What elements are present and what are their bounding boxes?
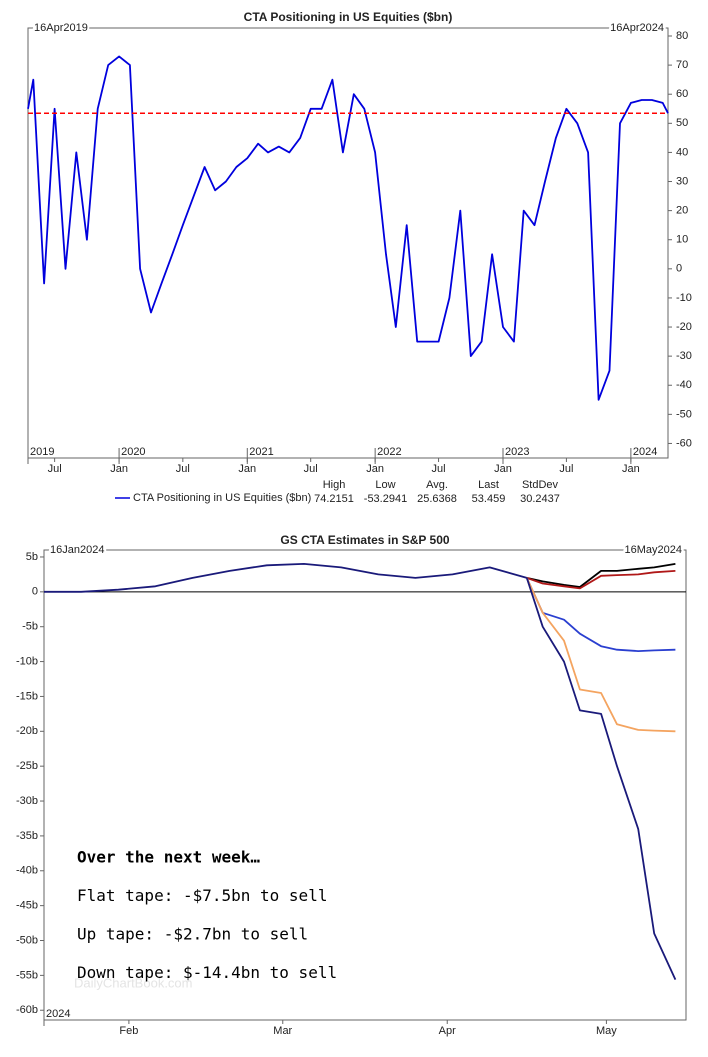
y-tick-label: 60 <box>676 88 688 100</box>
year-label: 2019 <box>30 446 54 458</box>
y-tick-label: 70 <box>676 59 688 71</box>
annotation: Down tape: $-14.4bn to sell <box>77 963 337 982</box>
y-tick-label: -55b <box>16 969 38 981</box>
y-tick-label: -25b <box>16 760 38 772</box>
y-tick-label: 80 <box>676 30 688 42</box>
y-tick-label: -30 <box>676 350 692 362</box>
stat-value: 30.2437 <box>520 493 560 505</box>
y-tick-label: -50b <box>16 934 38 946</box>
year-label: 2021 <box>249 446 273 458</box>
x-tick-label: Feb <box>119 1025 138 1037</box>
end-date-label: 16Apr2024 <box>610 22 664 34</box>
series-line <box>525 577 677 980</box>
y-tick-label: -20 <box>676 321 692 333</box>
y-tick-label: -20b <box>16 725 38 737</box>
year-label: 2020 <box>121 446 145 458</box>
x-tick-label: Jan <box>494 463 512 475</box>
y-tick-label: -40 <box>676 379 692 391</box>
stat-value: -53.2941 <box>364 493 407 505</box>
y-tick-label: 5b <box>26 551 38 563</box>
y-tick-label: -45b <box>16 900 38 912</box>
x-tick-label: Jan <box>110 463 128 475</box>
y-tick-label: -30b <box>16 795 38 807</box>
x-tick-label: Jul <box>559 463 573 475</box>
x-tick-label: Jan <box>622 463 640 475</box>
annotation: Flat tape: -$7.5bn to sell <box>77 886 327 905</box>
y-tick-label: 0 <box>676 263 682 275</box>
y-tick-label: -35b <box>16 830 38 842</box>
y-tick-label: -5b <box>22 621 38 633</box>
year-label: 2024 <box>633 446 657 458</box>
series-line <box>525 577 676 733</box>
plot-frame <box>27 27 669 459</box>
year-label: 2023 <box>505 446 529 458</box>
start-date-label: 16Apr2019 <box>34 22 88 34</box>
chart-title: CTA Positioning in US Equities ($bn) <box>244 10 453 24</box>
y-tick-label: -10b <box>16 655 38 667</box>
x-tick-label: Apr <box>439 1025 456 1037</box>
stat-header: Low <box>375 479 395 491</box>
start-date-label: 16Jan2024 <box>50 544 104 556</box>
end-date-label: 16May2024 <box>625 544 683 556</box>
y-tick-label: 0 <box>32 586 38 598</box>
x-tick-label: Jul <box>176 463 190 475</box>
series-line <box>44 563 528 593</box>
x-tick-label: Mar <box>273 1025 292 1037</box>
stat-header: Last <box>478 479 499 491</box>
annotation: Up tape: -$2.7bn to sell <box>77 925 308 944</box>
y-tick-label: -60 <box>676 437 692 449</box>
x-tick-label: May <box>596 1025 617 1037</box>
y-tick-label: 40 <box>676 146 688 158</box>
y-tick-label: -10 <box>676 292 692 304</box>
y-tick-label: -15b <box>16 690 38 702</box>
stat-header: High <box>323 479 346 491</box>
year-label: 2024 <box>46 1008 70 1020</box>
series-line <box>526 563 676 588</box>
series-line <box>526 570 676 590</box>
year-label: 2022 <box>377 446 401 458</box>
x-tick-label: Jan <box>238 463 256 475</box>
annotation: Over the next week… <box>77 848 260 867</box>
watermark: DailyChartBook.com <box>74 975 193 990</box>
y-tick-label: 50 <box>676 117 688 129</box>
legend-label: CTA Positioning in US Equities ($bn) <box>133 492 311 504</box>
plot-frame <box>43 549 687 1021</box>
x-tick-label: Jul <box>48 463 62 475</box>
chart-title: GS CTA Estimates in S&P 500 <box>280 533 449 547</box>
y-tick-label: -60b <box>16 1004 38 1016</box>
y-tick-label: -50 <box>676 408 692 420</box>
stat-value: 53.459 <box>472 493 506 505</box>
x-tick-label: Jan <box>366 463 384 475</box>
series-line <box>27 55 669 401</box>
y-tick-label: 10 <box>676 234 688 246</box>
stat-value: 74.2151 <box>314 493 354 505</box>
y-tick-label: 30 <box>676 175 688 187</box>
x-tick-label: Jul <box>304 463 318 475</box>
stat-value: 25.6368 <box>417 493 457 505</box>
series-line <box>525 577 676 652</box>
y-tick-label: -40b <box>16 865 38 877</box>
stat-header: StdDev <box>522 479 559 491</box>
x-tick-label: Jul <box>432 463 446 475</box>
stat-header: Avg. <box>426 479 448 491</box>
y-tick-label: 20 <box>676 205 688 217</box>
